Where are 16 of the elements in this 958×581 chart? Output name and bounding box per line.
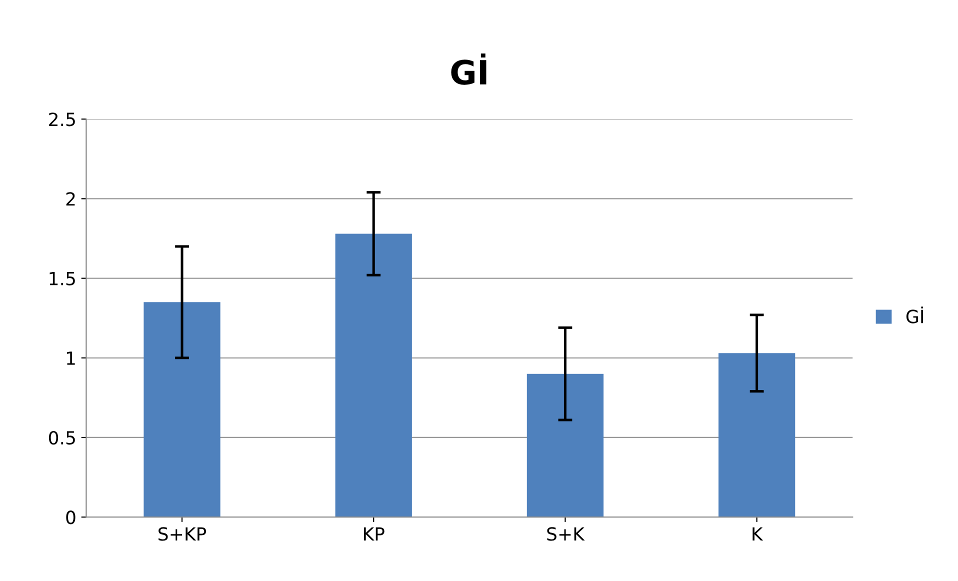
- y-tick-label: 2.5: [49, 112, 75, 126]
- bar: [144, 302, 220, 518]
- y-tick-label: 0: [66, 510, 76, 524]
- x-tick-label: K: [752, 527, 764, 541]
- y-tick-label: 0.5: [48, 430, 75, 445]
- y-tick-label: 2: [66, 192, 75, 206]
- y-tick-label: 1: [66, 352, 75, 365]
- x-tick-label: KP: [364, 527, 384, 541]
- y-tick-label: 1.5: [50, 272, 75, 286]
- bar: [526, 374, 604, 518]
- chart-title: Gİ: [451, 54, 486, 85]
- x-tick-label: S+KP: [158, 527, 206, 541]
- x-tick-label: S+K: [547, 527, 585, 541]
- legend-label: Gİ: [906, 306, 923, 324]
- bar: [335, 234, 412, 518]
- bar: [718, 353, 796, 518]
